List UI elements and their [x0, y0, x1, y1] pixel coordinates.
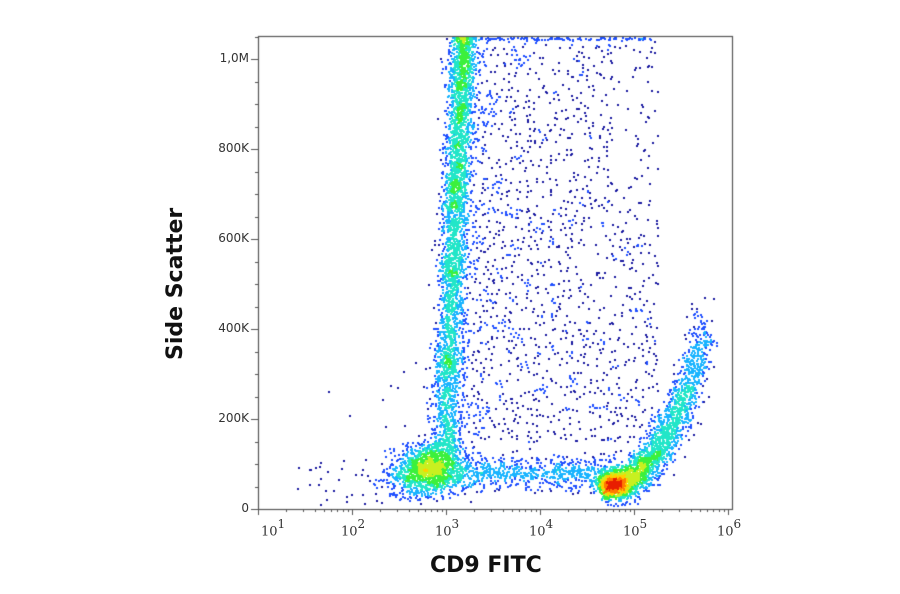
y-tick-label: 600K [218, 231, 249, 245]
y-axis-title: Side Scatter [163, 207, 188, 360]
y-tick-label: 200K [218, 411, 249, 425]
y-tick-label: 0 [241, 501, 249, 515]
y-tick-label: 800K [218, 141, 249, 155]
y-tick-label: 1,0M [219, 51, 249, 65]
x-tick-label: 101 [261, 517, 286, 540]
x-tick-label: 104 [529, 517, 554, 540]
x-tick-label: 102 [341, 517, 366, 540]
x-tick-label: 103 [435, 517, 460, 540]
x-tick-label: 105 [623, 517, 648, 540]
x-tick-label: 106 [717, 517, 742, 540]
x-axis-title: CD9 FITC [430, 553, 542, 578]
y-tick-label: 400K [218, 321, 249, 335]
